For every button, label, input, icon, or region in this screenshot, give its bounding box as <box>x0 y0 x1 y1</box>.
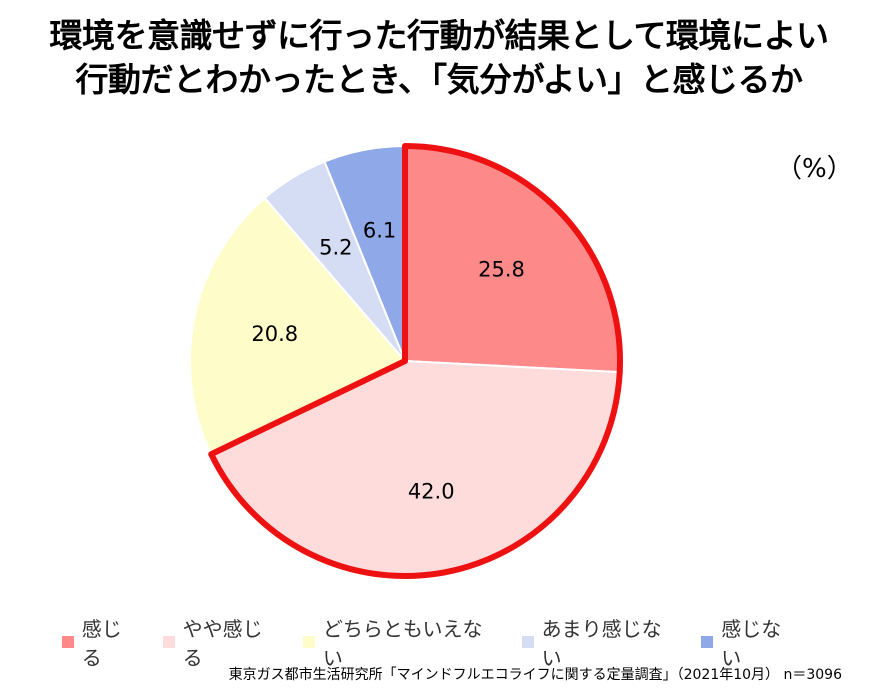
legend-item-3: どちらともいえない <box>303 613 500 671</box>
legend-label-3: どちらともいえない <box>322 617 483 670</box>
legend-swatch-4 <box>521 636 534 648</box>
pie-data-label-5: 6.1 <box>363 218 396 242</box>
legend-item-1: 感じる <box>62 613 141 671</box>
chart-title-line-1: 環境を意識せずに行った行動が結果として環境によい <box>49 16 829 55</box>
legend-swatch-1 <box>62 636 74 648</box>
source-note: 東京ガス都市生活研究所「マインドフルエコライフに関する定量調査」（2021年10… <box>228 667 842 683</box>
legend-item-2: やや感じる <box>162 613 281 671</box>
pie-slices <box>189 144 621 577</box>
legend-swatch-2 <box>162 636 175 648</box>
highlight-outline <box>208 143 624 579</box>
chart-title: 環境を意識せずに行った行動が結果として環境によい 行動だとわかったとき、「気分が… <box>0 14 878 102</box>
chart-title-line-2: 行動だとわかったとき、「気分がよい」と感じるか <box>75 60 803 99</box>
legend-label-1: 感じる <box>81 617 122 670</box>
unit-label: （%） <box>776 154 853 184</box>
legend-label-5: 感じない <box>721 617 782 670</box>
pie-data-label-1: 25.8 <box>478 257 525 281</box>
legend-item-4: あまり感じない <box>521 613 680 671</box>
legend-swatch-3 <box>303 636 315 648</box>
legend-label-4: あまり感じない <box>541 617 662 670</box>
legend-item-5: 感じない <box>701 613 800 671</box>
legend-label-2: やや感じる <box>182 617 263 670</box>
pie-data-labels: 25.8 42.0 20.8 5.2 6.1 <box>251 218 524 503</box>
pie-data-label-2: 42.0 <box>408 479 455 503</box>
pie-data-label-3: 20.8 <box>251 322 298 346</box>
pie-slice-3 <box>189 196 407 456</box>
chart-legend: 感じる やや感じる どちらともいえない あまり感じない 感じない <box>62 613 822 671</box>
legend-swatch-5 <box>701 636 714 648</box>
pie-data-label-4: 5.2 <box>319 235 352 259</box>
